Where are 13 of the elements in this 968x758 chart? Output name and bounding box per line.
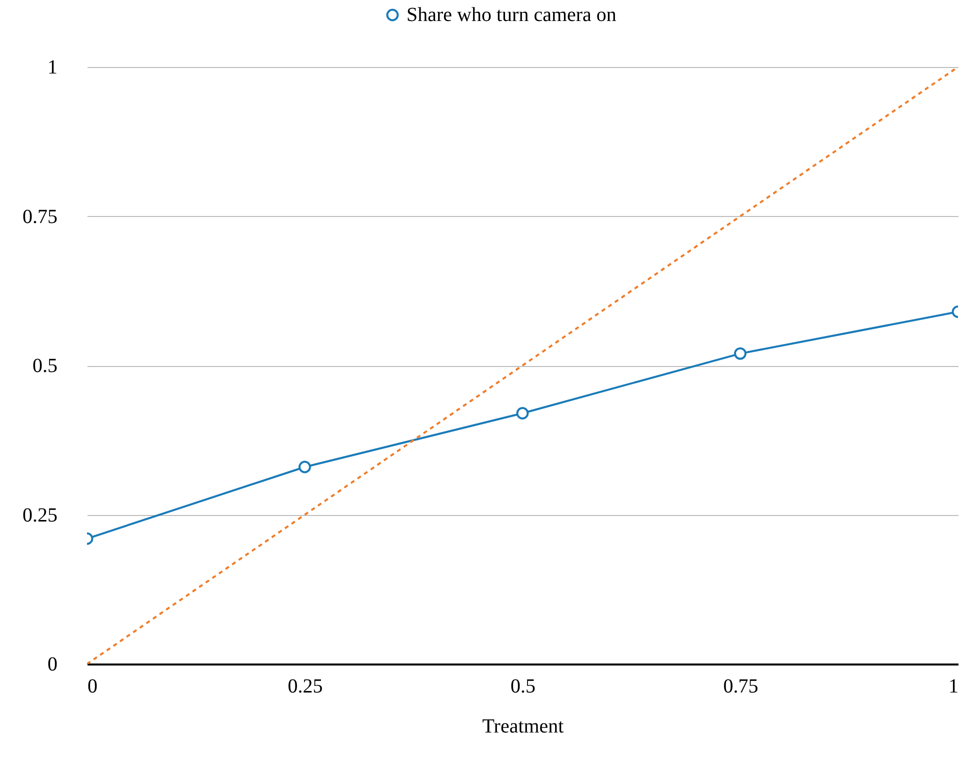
x-tick-label: 0.25	[288, 676, 323, 698]
x-tick-label: 1	[948, 676, 958, 698]
y-tick-label: 0.75	[22, 206, 58, 228]
x-tick-label: 0.5	[510, 676, 536, 698]
point	[516, 407, 529, 420]
x-tick-label: 0.75	[723, 676, 758, 698]
legend-label: Share who turn camera on	[406, 4, 616, 26]
y-tick-label: 1	[48, 56, 58, 78]
y-tick-label: 0.25	[22, 504, 58, 526]
y-tick-label: 0.5	[32, 355, 58, 377]
x-axis-title: Treatment	[482, 716, 564, 738]
x-tick-label: 0	[88, 676, 98, 698]
y-tick-label: 0	[48, 654, 58, 676]
